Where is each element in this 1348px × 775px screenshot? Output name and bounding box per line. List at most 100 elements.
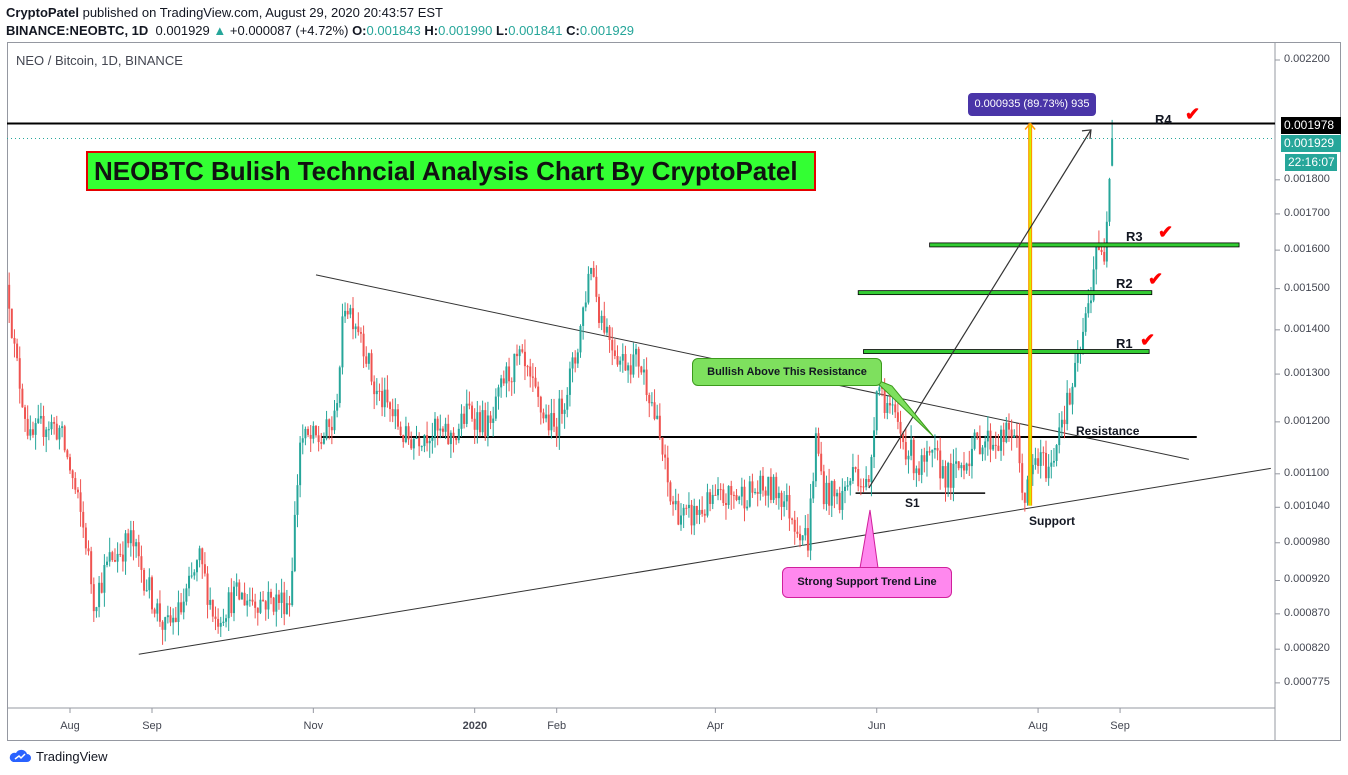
- candle-body: [185, 588, 188, 602]
- candle-body: [230, 592, 233, 614]
- candle-body: [248, 599, 251, 601]
- candle-body: [412, 438, 415, 449]
- y-tick-label: 0.001040: [1284, 500, 1330, 513]
- candle-body: [830, 481, 833, 506]
- candle-body: [841, 491, 844, 510]
- close-label: C:: [566, 23, 580, 38]
- candle-body: [878, 387, 881, 392]
- candle-body: [957, 461, 960, 469]
- tradingview-footer[interactable]: TradingView: [8, 748, 108, 764]
- candle-body: [232, 586, 235, 614]
- candle-body: [90, 551, 93, 585]
- candle-body: [806, 528, 809, 551]
- candle-body: [963, 465, 966, 471]
- candle-body: [849, 480, 852, 486]
- candle-body: [925, 451, 928, 462]
- candle-body: [291, 571, 294, 606]
- candle-body: [391, 409, 394, 417]
- candle-body: [383, 389, 386, 408]
- candle-body: [992, 444, 995, 450]
- candle-body: [222, 621, 225, 623]
- candle-body: [113, 559, 116, 562]
- candle-body: [775, 476, 778, 499]
- r1-label: R1: [1116, 336, 1133, 351]
- candle-body: [1013, 435, 1016, 438]
- candle-body: [706, 492, 709, 516]
- candle-body: [743, 486, 746, 509]
- candle-body: [886, 403, 889, 413]
- x-tick-label: Sep: [1110, 720, 1130, 732]
- candle-body: [108, 552, 111, 562]
- candle-body: [494, 396, 497, 419]
- author[interactable]: CryptoPatel: [6, 5, 79, 20]
- candle-body: [690, 504, 693, 526]
- candle-body: [904, 442, 907, 460]
- x-tick-label: Aug: [1028, 720, 1048, 732]
- candle-body: [277, 594, 280, 603]
- candle-body: [1034, 458, 1037, 465]
- candle-body: [500, 378, 503, 388]
- candle-body: [645, 369, 648, 395]
- candle-body: [13, 337, 16, 344]
- candle-body: [463, 413, 466, 424]
- candle-body: [182, 601, 185, 613]
- candle-body: [542, 412, 545, 419]
- candle-body: [262, 599, 265, 602]
- candle-body: [923, 455, 926, 462]
- candle-body: [754, 491, 757, 493]
- candle-body: [510, 381, 513, 383]
- candle-body: [875, 391, 878, 431]
- candle-body: [452, 432, 455, 438]
- candle-body: [785, 494, 788, 502]
- candle-body: [928, 451, 931, 453]
- ohlc-line: BINANCE:NEOBTC, 1D 0.001929 ▲ +0.000087 …: [6, 23, 634, 38]
- candle-body: [902, 433, 905, 443]
- triangle-up-icon: ▲: [213, 23, 227, 38]
- support-trendline: [138, 467, 1271, 655]
- y-tick-label: 0.001500: [1284, 281, 1330, 294]
- candle-body: [518, 349, 521, 357]
- checkmark-icon: ✔: [1148, 269, 1164, 289]
- projection-arrowhead: [1081, 129, 1092, 139]
- candle-body: [656, 415, 659, 419]
- candle-body: [449, 432, 452, 445]
- candle-body: [145, 590, 148, 592]
- candle-body: [325, 419, 328, 439]
- y-tick-label: 0.000980: [1284, 535, 1330, 548]
- candle-body: [180, 602, 183, 613]
- candle-body: [468, 403, 471, 406]
- candle-body: [701, 509, 704, 514]
- candle-body: [158, 603, 161, 622]
- candle-body: [751, 481, 754, 493]
- candle-body: [627, 365, 630, 371]
- candle-body: [531, 376, 534, 378]
- candle-body: [981, 447, 984, 455]
- candle-body: [1076, 351, 1079, 363]
- candle-body: [931, 449, 934, 453]
- candle-body: [896, 412, 899, 422]
- candle-body: [434, 418, 437, 438]
- candle-body: [354, 326, 357, 330]
- candle-body: [82, 511, 85, 528]
- candle-body: [399, 426, 402, 436]
- candle-body: [600, 315, 603, 323]
- candle-body: [854, 467, 857, 470]
- candle-body: [1018, 435, 1021, 464]
- candle-body: [486, 415, 489, 437]
- candle-body: [799, 533, 802, 541]
- candle-body: [587, 273, 590, 303]
- candle-body: [444, 423, 447, 432]
- y-tick-label: 0.000920: [1284, 573, 1330, 586]
- close-value: 0.001929: [579, 23, 635, 38]
- candle-body: [418, 438, 421, 447]
- candle-body: [394, 409, 397, 417]
- candle-body: [407, 426, 410, 440]
- candle-body: [119, 553, 122, 555]
- candle-body: [833, 481, 836, 497]
- x-tick-label: Feb: [547, 720, 567, 732]
- candle-body: [738, 496, 741, 500]
- candle-body: [307, 428, 310, 435]
- candle-body: [767, 476, 770, 496]
- candle-body: [873, 430, 876, 458]
